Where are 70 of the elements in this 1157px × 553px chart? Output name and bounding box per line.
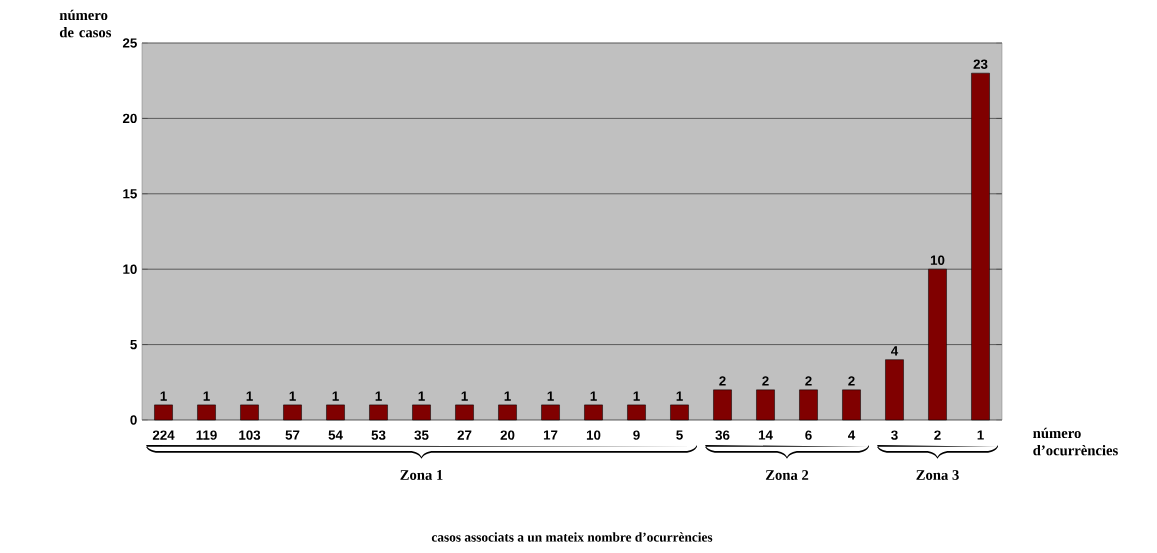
- x-tick-label: 17: [543, 430, 558, 440]
- x-tick-label: 4: [848, 430, 856, 440]
- x-tick-label: 119: [196, 430, 217, 440]
- bar: [197, 404, 216, 421]
- data-label: 1: [461, 391, 468, 401]
- x-tick-label: 103: [239, 430, 261, 440]
- bar: [283, 404, 302, 421]
- data-label: 1: [246, 391, 253, 401]
- y-tick-label: 15: [123, 189, 137, 199]
- data-label: 23: [973, 59, 988, 69]
- x-tick-label: 14: [758, 430, 773, 440]
- x-tick-label: 6: [805, 430, 812, 440]
- data-label: 1: [418, 391, 425, 401]
- bar: [584, 404, 603, 421]
- data-label: 1: [590, 391, 597, 401]
- bar: [842, 389, 861, 421]
- y-tick-label: 25: [122, 38, 137, 48]
- data-label: 10: [930, 255, 945, 265]
- data-label: 2: [719, 376, 726, 386]
- text: Zona 3: [916, 470, 959, 480]
- y-tick-label: 0: [130, 415, 137, 425]
- bar: [455, 404, 474, 421]
- data-label: 1: [160, 391, 167, 401]
- x-tick-label: 54: [328, 430, 343, 440]
- data-label: 1: [332, 391, 339, 401]
- x-tick-label: 36: [715, 430, 730, 440]
- bar: [498, 404, 517, 421]
- x-tick-label: 27: [457, 430, 472, 440]
- y-tick-label: 5: [130, 339, 137, 350]
- y-tick-label: 10: [123, 264, 137, 274]
- y-tick-label: 20: [122, 113, 137, 124]
- data-label: 1: [504, 391, 511, 401]
- bar: [240, 404, 259, 421]
- data-label: 2: [848, 376, 855, 386]
- bar: [541, 404, 560, 421]
- text: Zona 2: [765, 470, 809, 480]
- bar: [885, 359, 904, 421]
- text: Zona 1: [400, 470, 443, 480]
- bar: [799, 389, 818, 421]
- x-tick-label: 20: [500, 430, 515, 440]
- x-tick-label: 2: [934, 430, 941, 440]
- bar: [756, 389, 775, 421]
- bar: [369, 404, 388, 421]
- x-tick-label: 35: [414, 430, 429, 440]
- data-label: 2: [805, 376, 812, 386]
- x-tick-label: 9: [633, 430, 640, 440]
- data-label: 1: [375, 391, 382, 401]
- x-tick-label: 10: [586, 430, 601, 440]
- y-axis-title: número de casos: [59, 9, 112, 38]
- bar: [154, 404, 173, 421]
- x-tick-label: 3: [891, 430, 898, 440]
- data-label: 4: [891, 346, 899, 356]
- x-tick-label: 224: [152, 430, 175, 440]
- bar: [713, 389, 732, 421]
- bar: [326, 404, 345, 421]
- text: casos associats a un mateix nombre d’ocurrències: [431, 532, 713, 542]
- x-tick-label: 53: [371, 430, 386, 440]
- bar: [627, 404, 646, 421]
- data-label: 2: [762, 376, 769, 386]
- data-label: 1: [633, 391, 640, 401]
- x-axis-title: número d’ocurrències: [1033, 427, 1118, 456]
- x-tick-label: 57: [285, 430, 300, 440]
- x-tick-label: 5: [676, 430, 683, 440]
- data-label: 1: [676, 391, 683, 401]
- bar: [412, 404, 431, 421]
- data-label: 1: [547, 391, 554, 401]
- bar: [670, 404, 689, 421]
- data-label: 1: [203, 391, 210, 401]
- data-label: 1: [289, 391, 296, 401]
- x-tick-label: 1: [977, 430, 984, 440]
